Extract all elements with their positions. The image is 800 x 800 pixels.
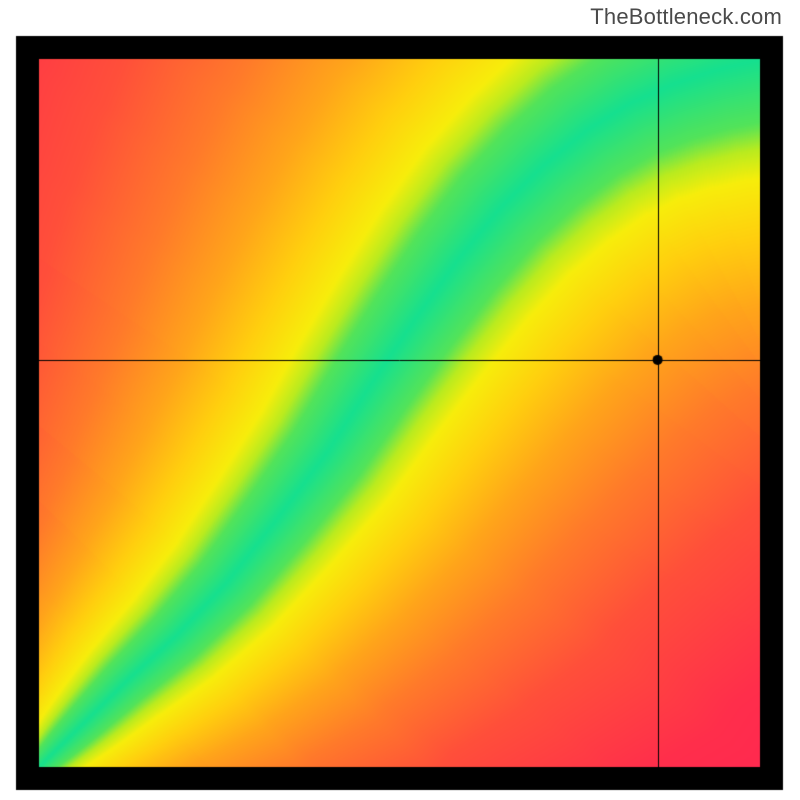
attribution-text: TheBottleneck.com [590,4,782,30]
heatmap-canvas [0,0,800,800]
bottleneck-heatmap-container: { "attribution": "TheBottleneck.com", "c… [0,0,800,800]
